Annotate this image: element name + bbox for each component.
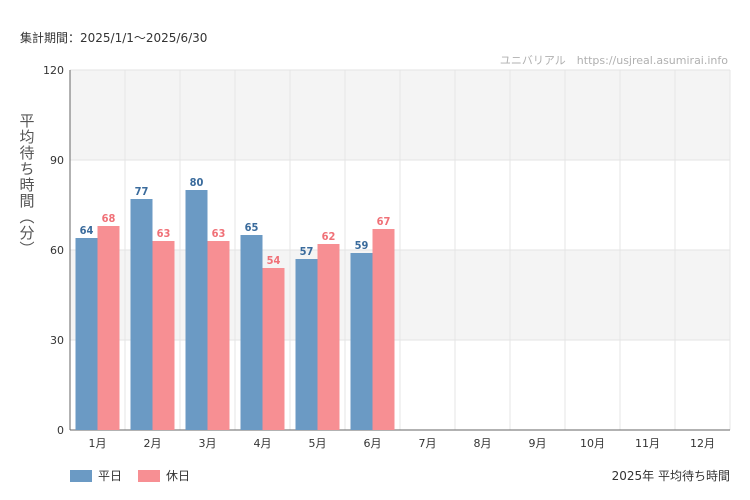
data-label-weekday: 80	[190, 176, 204, 189]
bar-weekday	[350, 253, 373, 430]
data-label-weekday: 77	[135, 185, 149, 198]
bar-holiday	[152, 241, 175, 430]
bar-weekday	[240, 235, 263, 430]
bar-weekday	[75, 238, 98, 430]
y-tick-label: 60	[50, 244, 64, 257]
data-label-weekday: 65	[245, 221, 259, 234]
legend-label-weekday: 平日	[98, 469, 123, 483]
x-tick-label: 10月	[580, 437, 605, 450]
y-tick-label: 120	[43, 64, 64, 77]
y-axis-label-wrap: 平均待ち時間（分）	[12, 100, 42, 270]
data-label-holiday: 54	[267, 254, 281, 267]
data-label-weekday: 59	[355, 239, 369, 252]
bar-holiday	[317, 244, 340, 430]
data-label-holiday: 68	[102, 212, 116, 225]
legend-item-weekday[interactable]: 平日	[70, 467, 122, 484]
x-tick-label: 1月	[89, 437, 107, 450]
y-tick-label: 90	[50, 154, 64, 167]
x-tick-label: 6月	[364, 437, 382, 450]
bar-weekday	[295, 259, 318, 430]
period-label: 集計期間：2025/1/1～2025/6/30	[20, 31, 208, 45]
data-label-holiday: 63	[157, 227, 171, 240]
y-tick-label: 30	[50, 334, 64, 347]
data-label-holiday: 63	[212, 227, 226, 240]
x-tick-label: 3月	[199, 437, 217, 450]
x-tick-label: 7月	[419, 437, 437, 450]
bar-holiday	[262, 268, 285, 430]
legend-item-holiday[interactable]: 休日	[138, 467, 190, 484]
y-tick-label: 0	[57, 424, 64, 437]
legend-label-holiday: 休日	[166, 469, 191, 483]
legend: 平日 休日	[70, 467, 206, 484]
x-tick-label: 9月	[529, 437, 547, 450]
x-tick-label: 8月	[474, 437, 492, 450]
bar-holiday	[372, 229, 395, 430]
bar-weekday	[130, 199, 153, 430]
x-tick-label: 5月	[309, 437, 327, 450]
data-label-holiday: 62	[322, 230, 336, 243]
y-axis-label: 平均待ち時間（分）	[17, 113, 36, 257]
bar-weekday	[185, 190, 208, 430]
bar-holiday	[207, 241, 230, 430]
data-label-holiday: 67	[377, 215, 391, 228]
site-watermark: ユニバリアル https://usjreal.asumirai.info	[499, 54, 728, 67]
x-tick-label: 11月	[635, 437, 660, 450]
bar-holiday	[97, 226, 120, 430]
x-tick-label: 2月	[144, 437, 162, 450]
data-label-weekday: 64	[80, 224, 94, 237]
data-label-weekday: 57	[300, 245, 314, 258]
legend-swatch-weekday	[70, 469, 92, 482]
x-tick-label: 4月	[254, 437, 272, 450]
legend-swatch-holiday	[138, 469, 161, 482]
chart-caption: 2025年 平均待ち時間	[611, 469, 730, 483]
x-tick-label: 12月	[690, 437, 715, 450]
